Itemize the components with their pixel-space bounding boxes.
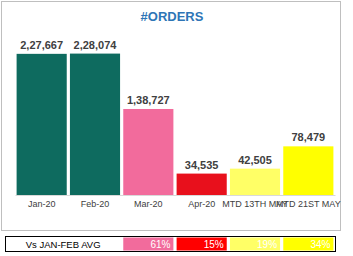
data-labels: 2,27,667 2,28,074 1,38,727 34,535 42,505 78,4… xyxy=(20,39,325,171)
comparison-value: 34% xyxy=(310,239,330,250)
x-tick-label: MTD 21ST MAY xyxy=(276,199,341,209)
comparison-cell xyxy=(177,238,227,251)
comparison-row: Vs JAN-FEB AVG 61% 15% 19% 34% xyxy=(6,237,336,252)
x-axis: Jan-20Feb-20Mar-20Apr-20MTD 13TH MAYMTD … xyxy=(16,195,341,209)
bar xyxy=(230,169,280,195)
bar xyxy=(283,146,333,195)
chart-frame xyxy=(2,2,341,231)
data-label: 2,28,074 xyxy=(74,39,118,51)
bar xyxy=(70,54,120,195)
x-tick: Mar-20 xyxy=(134,195,163,209)
x-tick-label: Mar-20 xyxy=(134,199,163,209)
x-tick-label: Feb-20 xyxy=(81,199,110,209)
comparison-cell xyxy=(230,238,280,251)
x-tick-label: Jan-20 xyxy=(28,199,56,209)
x-tick: Apr-20 xyxy=(188,195,215,209)
x-tick: Jan-20 xyxy=(28,195,56,209)
data-label: 1,38,727 xyxy=(127,94,170,106)
data-label: 2,27,667 xyxy=(20,39,63,51)
x-tick: Feb-20 xyxy=(81,195,110,209)
x-tick: MTD 21ST MAY xyxy=(276,195,341,209)
comparison-frame xyxy=(6,237,336,252)
bar xyxy=(123,109,173,195)
chart: #ORDERS 2,27,667 2,28,074 1,38,727 34,535 42,… xyxy=(0,0,353,256)
data-label: 34,535 xyxy=(185,159,219,171)
x-axis-line xyxy=(16,195,336,196)
title: #ORDERS xyxy=(141,9,204,24)
comparison-label: Vs JAN-FEB AVG xyxy=(26,239,101,250)
bar xyxy=(177,174,227,195)
comparison-cell xyxy=(283,238,333,251)
data-label: 42,505 xyxy=(238,154,272,166)
bar xyxy=(17,54,67,195)
x-tick-label: Apr-20 xyxy=(188,199,215,209)
comparison-value: 15% xyxy=(204,239,224,250)
comparison-value: 19% xyxy=(257,239,277,250)
bars xyxy=(17,54,334,195)
data-label: 78,479 xyxy=(292,131,326,143)
comparison-value: 61% xyxy=(150,239,170,250)
comparison-cell xyxy=(123,238,173,251)
